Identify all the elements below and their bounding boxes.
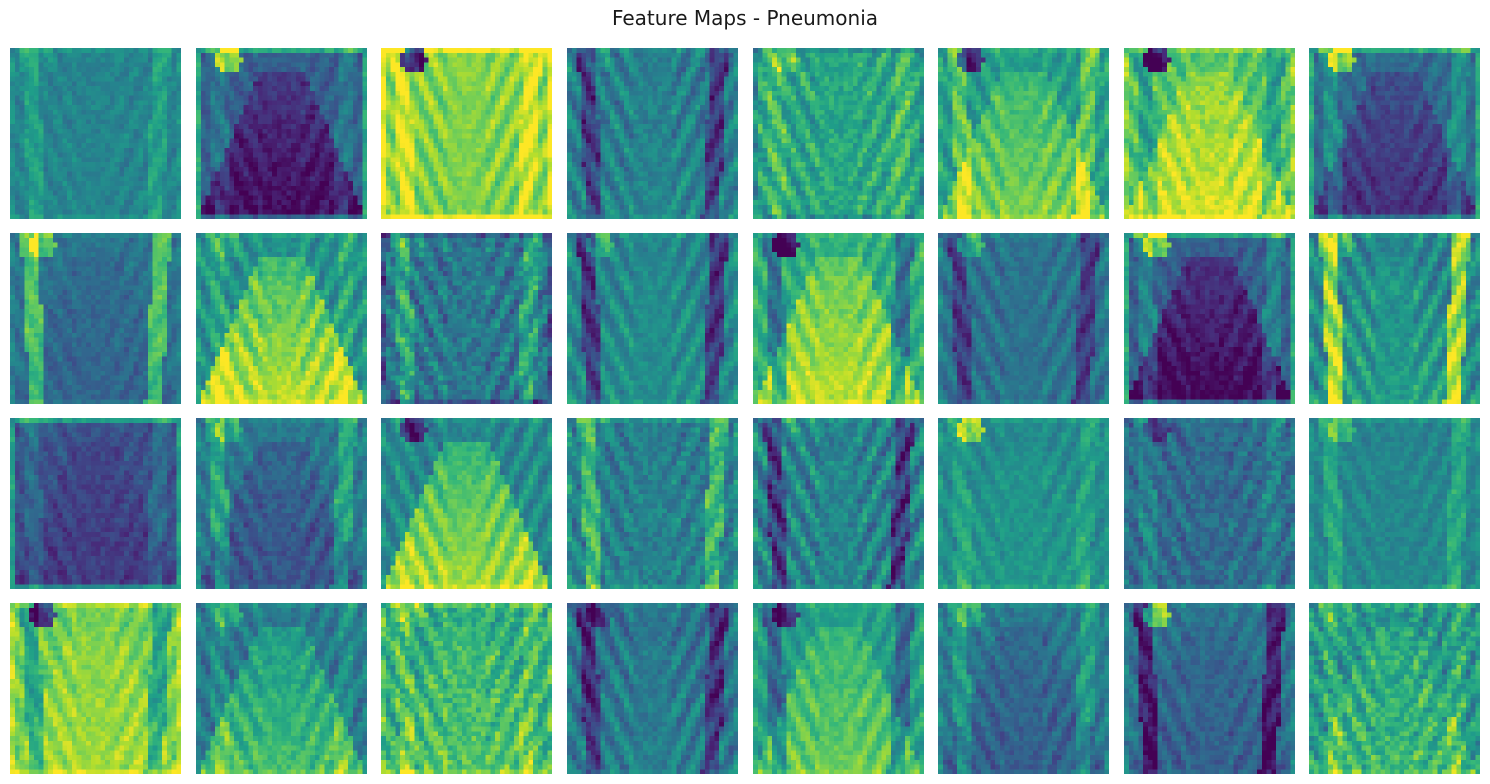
feature-map-10 (196, 233, 367, 404)
feature-map-9 (10, 233, 181, 404)
feature-map-16 (1309, 233, 1480, 404)
feature-map-image (938, 418, 1109, 589)
feature-map-image (381, 48, 552, 219)
feature-map-7 (1124, 48, 1295, 219)
feature-map-image (1124, 233, 1295, 404)
feature-map-image (567, 48, 738, 219)
feature-map-image (753, 418, 924, 589)
feature-map-image (10, 48, 181, 219)
feature-map-28 (567, 603, 738, 774)
feature-map-image (938, 603, 1109, 774)
feature-map-23 (1124, 418, 1295, 589)
feature-map-image (10, 233, 181, 404)
feature-map-image (567, 603, 738, 774)
feature-map-11 (381, 233, 552, 404)
feature-map-26 (196, 603, 367, 774)
feature-map-5 (753, 48, 924, 219)
feature-map-image (1309, 233, 1480, 404)
feature-map-image (381, 418, 552, 589)
feature-map-30 (938, 603, 1109, 774)
feature-map-image (196, 418, 367, 589)
feature-map-image (1309, 603, 1480, 774)
feature-map-image (567, 233, 738, 404)
figure-title: Feature Maps - Pneumonia (0, 4, 1490, 32)
feature-map-image (1124, 48, 1295, 219)
feature-map-image (1124, 418, 1295, 589)
feature-map-22 (938, 418, 1109, 589)
feature-map-4 (567, 48, 738, 219)
feature-map-image (567, 418, 738, 589)
feature-map-18 (196, 418, 367, 589)
feature-map-image (938, 48, 1109, 219)
feature-map-image (753, 603, 924, 774)
feature-map-20 (567, 418, 738, 589)
feature-map-image (381, 603, 552, 774)
feature-map-14 (938, 233, 1109, 404)
feature-map-32 (1309, 603, 1480, 774)
feature-map-2 (196, 48, 367, 219)
feature-map-17 (10, 418, 181, 589)
feature-map-24 (1309, 418, 1480, 589)
feature-map-31 (1124, 603, 1295, 774)
feature-map-image (1309, 48, 1480, 219)
feature-map-29 (753, 603, 924, 774)
feature-map-21 (753, 418, 924, 589)
feature-map-image (196, 603, 367, 774)
feature-map-6 (938, 48, 1109, 219)
feature-map-image (10, 603, 181, 774)
feature-map-1 (10, 48, 181, 219)
feature-map-13 (753, 233, 924, 404)
feature-map-19 (381, 418, 552, 589)
feature-map-image (196, 48, 367, 219)
feature-map-8 (1309, 48, 1480, 219)
feature-map-image (1124, 603, 1295, 774)
feature-map-25 (10, 603, 181, 774)
feature-map-image (10, 418, 181, 589)
feature-map-27 (381, 603, 552, 774)
feature-map-image (1309, 418, 1480, 589)
feature-map-image (753, 233, 924, 404)
feature-map-12 (567, 233, 738, 404)
feature-map-3 (381, 48, 552, 219)
feature-map-image (938, 233, 1109, 404)
feature-map-image (196, 233, 367, 404)
feature-map-image (381, 233, 552, 404)
feature-map-image (753, 48, 924, 219)
feature-map-15 (1124, 233, 1295, 404)
